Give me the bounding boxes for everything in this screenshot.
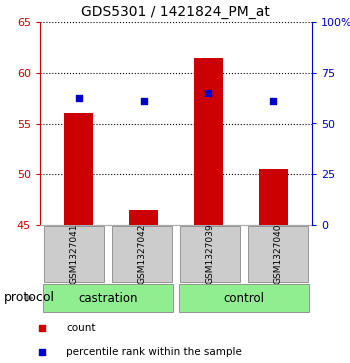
Text: control: control — [224, 291, 265, 305]
Point — [270, 98, 276, 104]
Bar — [248, 226, 308, 282]
Text: GSM1327040: GSM1327040 — [273, 224, 282, 284]
Bar — [259, 169, 288, 225]
Bar — [44, 226, 104, 282]
Bar — [179, 284, 309, 312]
Text: castration: castration — [78, 291, 138, 305]
Point — [39, 350, 45, 355]
Bar — [112, 226, 172, 282]
Text: GSM1327042: GSM1327042 — [138, 224, 147, 284]
Text: percentile rank within the sample: percentile rank within the sample — [66, 347, 242, 358]
Text: protocol: protocol — [4, 291, 55, 305]
Point — [141, 98, 146, 104]
Text: GDS5301 / 1421824_PM_at: GDS5301 / 1421824_PM_at — [80, 5, 270, 19]
Point — [205, 90, 211, 96]
Text: GSM1327039: GSM1327039 — [205, 224, 215, 284]
Point — [39, 326, 45, 331]
Bar — [194, 57, 223, 225]
Bar — [129, 210, 158, 225]
Bar — [64, 113, 93, 225]
Bar — [43, 284, 173, 312]
Point — [76, 95, 82, 101]
Text: count: count — [66, 323, 96, 334]
Bar — [180, 226, 240, 282]
Text: GSM1327041: GSM1327041 — [70, 224, 78, 284]
